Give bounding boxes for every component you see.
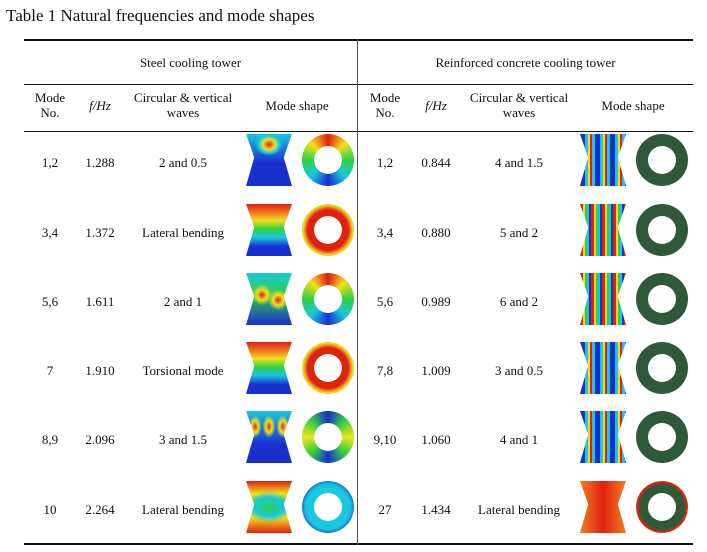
concrete-tower-mode-shape: [580, 134, 626, 186]
steel-header-freq: f/Hz: [89, 98, 111, 113]
concrete-ring-mode-shape: [636, 273, 688, 325]
concrete-header-mode: Mode No.: [369, 90, 401, 120]
steel-ring-hole: [314, 285, 342, 313]
steel-waves: Lateral bending: [142, 225, 224, 240]
concrete-mode-no: 1,2: [376, 155, 394, 170]
concrete-waves: 4 and 1.5: [494, 155, 544, 170]
concrete-ring-mode-shape: [636, 204, 688, 256]
steel-ring-hole: [314, 354, 342, 382]
steel-frequency: 2.096: [85, 432, 115, 447]
concrete-mode-no: 3,4: [376, 225, 394, 240]
group-rule: [24, 84, 693, 85]
concrete-header-waves: Circular & vertical waves: [469, 90, 569, 120]
header-rule: [24, 131, 693, 132]
steel-ring-mode-shape: [302, 204, 354, 256]
steel-tower-mode-shape: [246, 342, 292, 394]
steel-mode-no: 5,6: [41, 294, 59, 309]
steel-mode-no: 8,9: [41, 432, 59, 447]
concrete-ring-hole: [648, 423, 676, 451]
table-caption: Table 1 Natural frequencies and mode sha…: [6, 6, 315, 25]
steel-tower-mode-shape: [246, 134, 292, 186]
concrete-frequency: 1.060: [421, 432, 451, 447]
concrete-tower-mode-shape: [580, 481, 626, 533]
steel-mode-no: 3,4: [41, 225, 59, 240]
steel-group-title: Steel cooling tower: [139, 55, 242, 70]
concrete-waves: 4 and 1: [499, 432, 539, 447]
steel-mode-no: 1,2: [41, 155, 59, 170]
concrete-frequency: 0.844: [421, 155, 451, 170]
concrete-header-freq: f/Hz: [425, 98, 447, 113]
concrete-frequency: 0.989: [421, 294, 451, 309]
steel-ring-mode-shape: [302, 411, 354, 463]
concrete-mode-no: 7,8: [376, 363, 394, 378]
concrete-frequency: 1.434: [421, 502, 451, 517]
concrete-frequency: 0.880: [421, 225, 451, 240]
concrete-waves: Lateral bending: [478, 502, 560, 517]
steel-ring-mode-shape: [302, 342, 354, 394]
steel-ring-mode-shape: [302, 481, 354, 533]
concrete-header-shape: Mode shape: [601, 98, 665, 113]
steel-tower-mode-shape: [246, 481, 292, 533]
concrete-waves: 6 and 2: [499, 294, 539, 309]
steel-ring-hole: [314, 216, 342, 244]
steel-tower-mode-shape: [246, 411, 292, 463]
bottom-rule: [24, 543, 693, 545]
concrete-group-title: Reinforced concrete cooling tower: [435, 55, 616, 70]
steel-frequency: 1.288: [85, 155, 115, 170]
concrete-ring-hole: [648, 493, 676, 521]
steel-ring-mode-shape: [302, 134, 354, 186]
concrete-mode-no: 9,10: [373, 432, 397, 447]
concrete-tower-mode-shape: [580, 273, 626, 325]
steel-frequency: 1.611: [85, 294, 115, 309]
steel-ring-hole: [314, 423, 342, 451]
steel-mode-no: 7: [46, 363, 54, 378]
concrete-ring-mode-shape: [636, 481, 688, 533]
top-rule: [24, 39, 693, 41]
steel-header-shape: Mode shape: [265, 98, 329, 113]
steel-waves: 2 and 0.5: [158, 155, 208, 170]
steel-header-mode: Mode No.: [34, 90, 66, 120]
concrete-ring-mode-shape: [636, 134, 688, 186]
steel-mode-no: 10: [43, 502, 57, 517]
concrete-ring-mode-shape: [636, 342, 688, 394]
concrete-mode-no: 5,6: [376, 294, 394, 309]
steel-frequency: 2.264: [85, 502, 115, 517]
concrete-ring-hole: [648, 216, 676, 244]
group-divider: [357, 39, 358, 545]
steel-waves: 2 and 1: [163, 294, 203, 309]
concrete-tower-mode-shape: [580, 342, 626, 394]
steel-ring-hole: [314, 146, 342, 174]
concrete-waves: 3 and 0.5: [494, 363, 544, 378]
steel-tower-mode-shape: [246, 273, 292, 325]
steel-header-waves: Circular & vertical waves: [133, 90, 233, 120]
steel-waves: Torsional mode: [142, 363, 224, 378]
steel-ring-hole: [314, 493, 342, 521]
concrete-ring-hole: [648, 146, 676, 174]
concrete-tower-mode-shape: [580, 411, 626, 463]
concrete-tower-mode-shape: [580, 204, 626, 256]
steel-frequency: 1.910: [85, 363, 115, 378]
concrete-waves: 5 and 2: [499, 225, 539, 240]
steel-tower-mode-shape: [246, 204, 292, 256]
steel-frequency: 1.372: [85, 225, 115, 240]
steel-waves: Lateral bending: [142, 502, 224, 517]
steel-waves: 3 and 1.5: [158, 432, 208, 447]
concrete-frequency: 1.009: [421, 363, 451, 378]
concrete-ring-hole: [648, 285, 676, 313]
steel-ring-mode-shape: [302, 273, 354, 325]
concrete-ring-mode-shape: [636, 411, 688, 463]
concrete-mode-no: 27: [378, 502, 392, 517]
concrete-ring-hole: [648, 354, 676, 382]
